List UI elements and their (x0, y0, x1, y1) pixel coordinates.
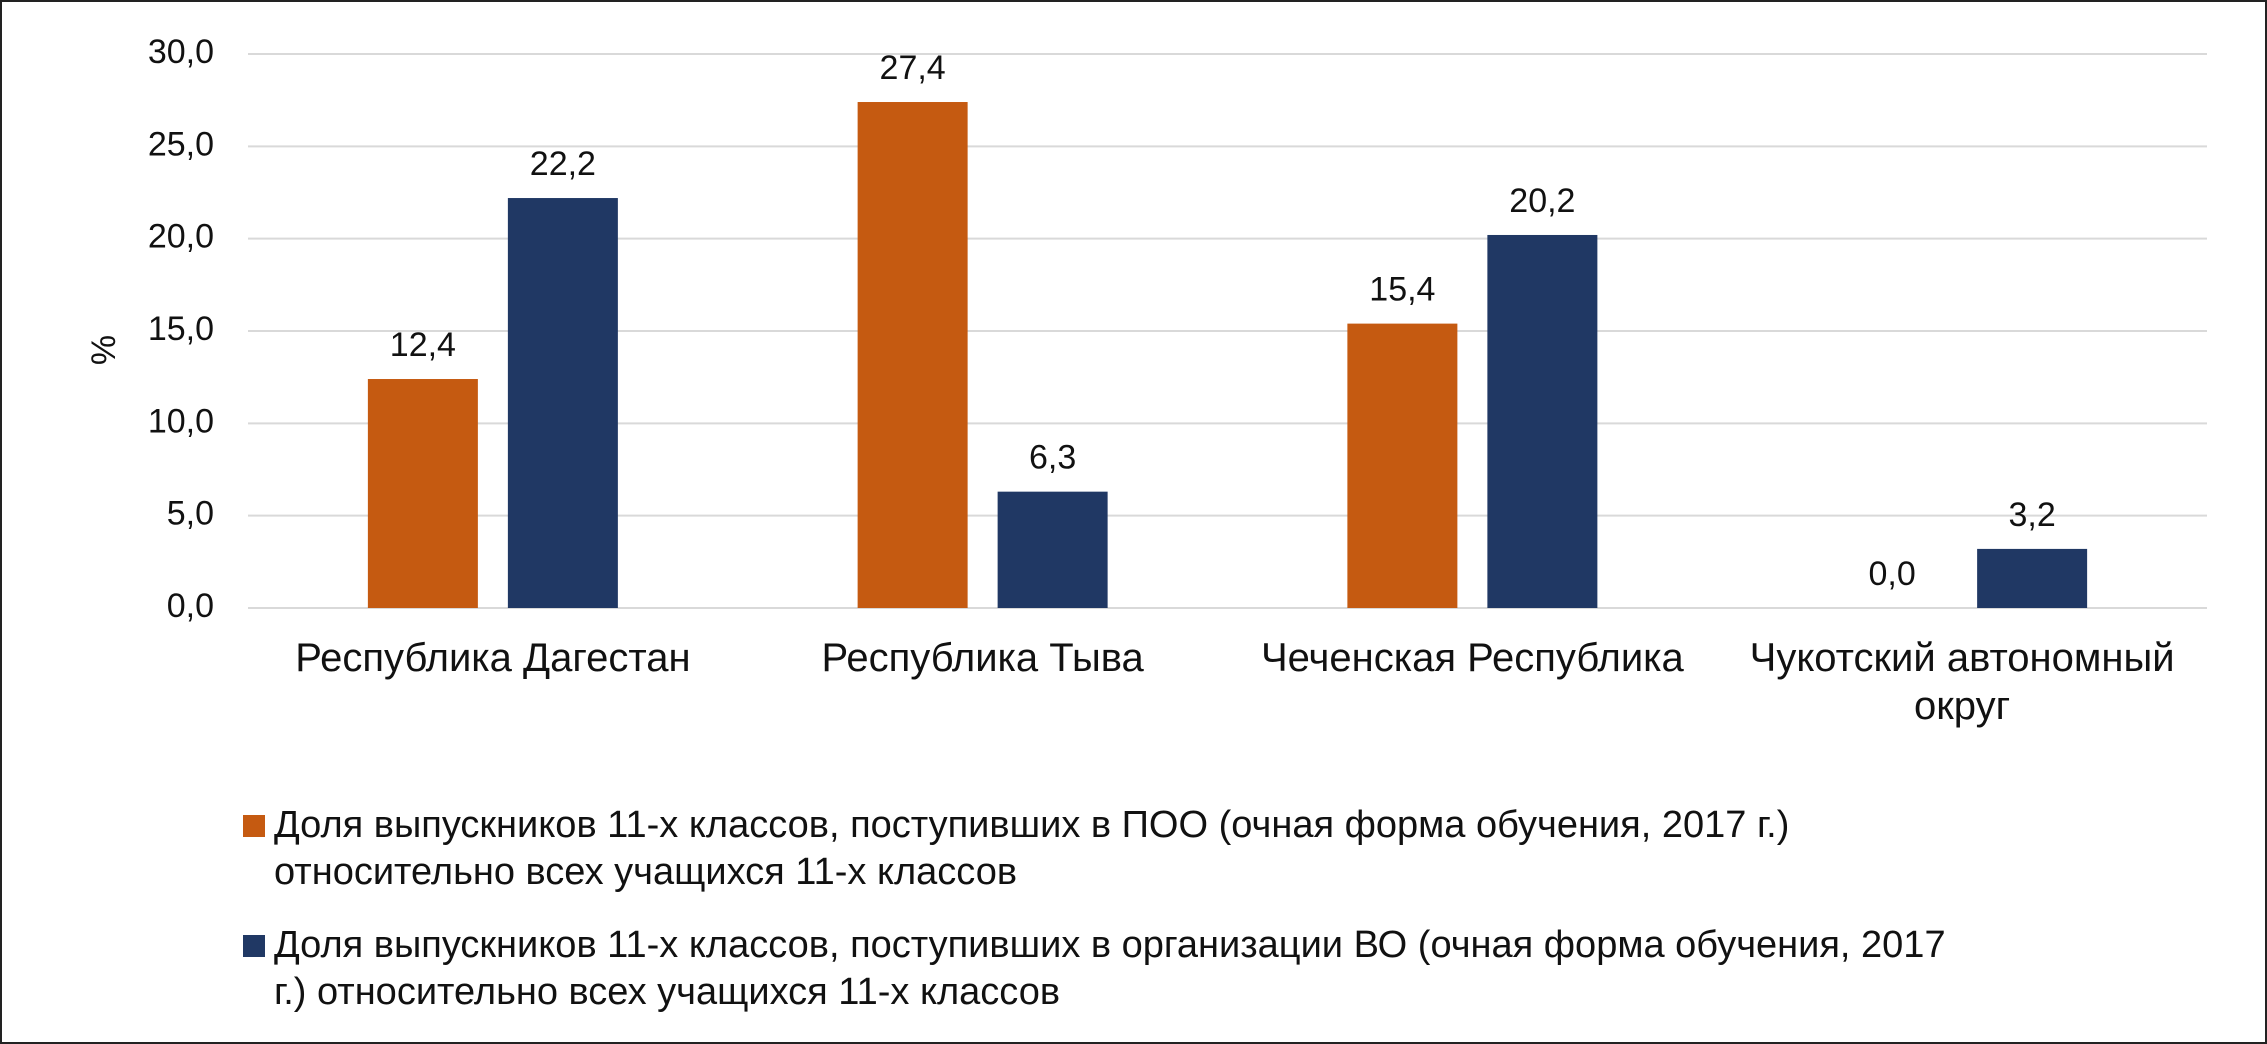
value-label: 6,3 (1029, 439, 1076, 477)
y-tick-label: 15,0 (148, 310, 214, 348)
value-label: 0,0 (1868, 555, 1915, 593)
legend-swatch (243, 935, 265, 957)
bar (1487, 234, 1598, 608)
x-tick-label: Республика Тыва (821, 636, 1144, 680)
x-tick-label: Республика Дагестан (295, 636, 691, 680)
x-tick-label: Чеченская Республика (1260, 636, 1684, 680)
bar (997, 491, 1108, 608)
value-label: 3,2 (2008, 496, 2055, 534)
y-tick-label: 30,0 (148, 33, 214, 71)
value-label: 22,2 (530, 145, 596, 183)
legend-label: Доля выпускников 11-х классов, поступивш… (274, 804, 1790, 893)
y-tick-label: 5,0 (167, 495, 214, 533)
y-tick-label: 10,0 (148, 402, 214, 440)
x-tick-label: Чукотский автономный округ (1749, 636, 2175, 728)
legend-item: Доля выпускников 11-х классов, поступивш… (243, 922, 1983, 1016)
y-tick-label: 25,0 (148, 125, 214, 163)
bar (857, 102, 968, 608)
y-tick-label: 20,0 (148, 218, 214, 256)
bar (367, 379, 478, 608)
value-label: 15,4 (1369, 271, 1435, 309)
bar (507, 198, 618, 609)
legend-item: Доля выпускников 11-х классов, поступивш… (243, 802, 1983, 896)
bar (1977, 548, 2088, 608)
legend-label: Доля выпускников 11-х классов, поступивш… (274, 924, 1946, 1013)
y-axis-label: % (85, 335, 123, 365)
value-label: 12,4 (390, 326, 456, 364)
legend-swatch (243, 815, 265, 837)
bar (1347, 323, 1458, 608)
y-tick-label: 0,0 (167, 587, 214, 625)
value-label: 20,2 (1509, 182, 1575, 220)
value-label: 27,4 (880, 49, 946, 87)
